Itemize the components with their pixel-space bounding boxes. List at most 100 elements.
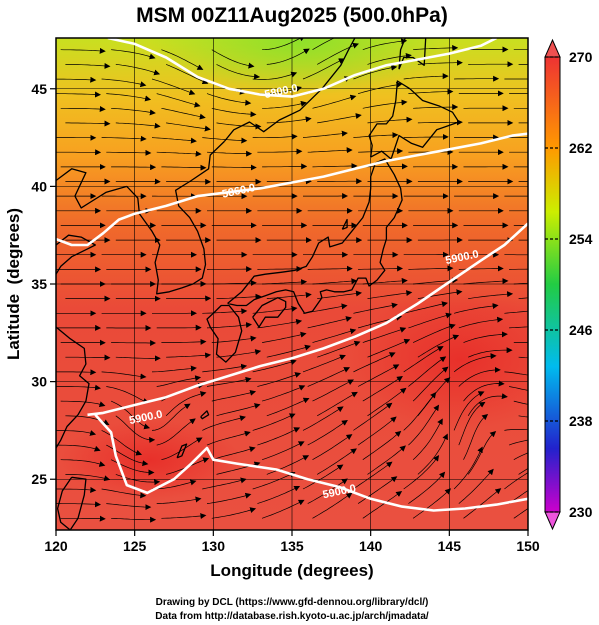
x-tick-label: 135 xyxy=(280,538,304,554)
streamline xyxy=(211,107,257,118)
streamline xyxy=(252,359,297,373)
x-tick-label: 120 xyxy=(44,538,68,554)
streamline xyxy=(156,496,202,504)
streamline xyxy=(252,413,296,431)
x-tick-label: 140 xyxy=(359,538,383,554)
streamline xyxy=(513,400,528,405)
streamline xyxy=(216,64,261,80)
streamline xyxy=(509,268,528,270)
coastline-china-south-coast xyxy=(56,326,90,449)
colorbar-tick-label: 270 xyxy=(569,49,593,65)
colorbar-tick-label: 246 xyxy=(569,322,593,338)
streamline xyxy=(202,137,248,144)
streamline xyxy=(111,49,156,60)
streamline xyxy=(357,364,400,387)
streamline xyxy=(417,119,463,126)
streamline xyxy=(106,386,150,404)
streamline xyxy=(463,380,505,402)
streamline xyxy=(266,48,310,65)
streamline xyxy=(412,323,456,343)
streamline xyxy=(468,291,514,299)
streamline xyxy=(463,278,509,285)
streamline xyxy=(403,301,448,314)
streamline xyxy=(262,100,307,109)
streamline xyxy=(151,137,197,144)
streamline xyxy=(156,93,201,108)
streamline xyxy=(453,391,485,431)
streamline xyxy=(504,371,528,376)
credit-data-source: Data from http://database.rish.kyoto-u.a… xyxy=(155,611,429,622)
streamline xyxy=(257,427,301,446)
coastline-japan-honshu xyxy=(227,158,403,314)
streamline xyxy=(508,490,528,504)
streamline xyxy=(312,434,353,461)
streamline xyxy=(518,297,528,299)
streamline xyxy=(156,150,202,157)
streamline xyxy=(312,328,357,343)
colorbar-bottom-triangle xyxy=(544,511,561,531)
streamline xyxy=(257,148,303,155)
streamline xyxy=(353,132,399,139)
streamline xyxy=(211,446,256,461)
streamline xyxy=(101,488,147,499)
streamline xyxy=(60,515,106,522)
streamline xyxy=(307,265,353,272)
streamline xyxy=(362,99,408,109)
streamline xyxy=(307,367,351,387)
streamline xyxy=(257,485,301,504)
wind-streamlines xyxy=(56,38,528,523)
streamline xyxy=(307,419,348,446)
streamline xyxy=(262,331,307,343)
streamline xyxy=(165,64,209,85)
streamline xyxy=(302,354,346,373)
contour-line xyxy=(56,132,528,247)
streamline xyxy=(509,326,528,329)
streamline xyxy=(403,454,440,490)
streamline xyxy=(458,316,504,329)
streamline xyxy=(458,401,486,446)
streamline xyxy=(367,52,412,65)
streamline xyxy=(513,342,528,343)
streamline xyxy=(266,455,310,475)
coastline-korea xyxy=(126,141,225,295)
streamline xyxy=(56,501,101,508)
coastline-japan-hokkaido xyxy=(368,80,460,160)
streamline xyxy=(403,133,449,140)
colorbar-tick-label: 238 xyxy=(569,413,593,429)
streamline xyxy=(216,293,262,300)
streamline xyxy=(56,444,101,452)
streamline xyxy=(262,279,308,286)
streamline xyxy=(458,468,494,504)
contour-line xyxy=(94,413,528,512)
streamline xyxy=(467,431,497,475)
streamline xyxy=(211,389,257,402)
streamline xyxy=(106,149,152,156)
streamline xyxy=(417,377,451,417)
streamline xyxy=(101,371,147,380)
y-tick-label: 35 xyxy=(31,276,47,292)
streamline xyxy=(453,353,497,373)
streamline xyxy=(161,49,204,70)
streamline xyxy=(302,130,348,138)
streamline xyxy=(463,413,489,460)
y-tick-label: 45 xyxy=(31,81,47,97)
x-axis: 120 125 130 135 140 145 150 xyxy=(44,530,540,554)
streamline xyxy=(413,44,459,51)
streamline xyxy=(60,105,106,112)
streamline xyxy=(509,386,528,391)
streamline xyxy=(202,308,248,315)
streamline xyxy=(403,73,449,80)
streamline xyxy=(367,338,411,358)
streamline xyxy=(65,474,111,482)
streamline xyxy=(413,104,459,110)
streamline xyxy=(257,318,303,329)
streamline xyxy=(513,282,528,285)
streamline xyxy=(467,393,508,416)
streamline xyxy=(357,416,397,446)
streamline xyxy=(403,346,444,373)
streamline xyxy=(362,491,403,519)
streamline xyxy=(115,355,161,362)
streamline xyxy=(302,406,344,431)
